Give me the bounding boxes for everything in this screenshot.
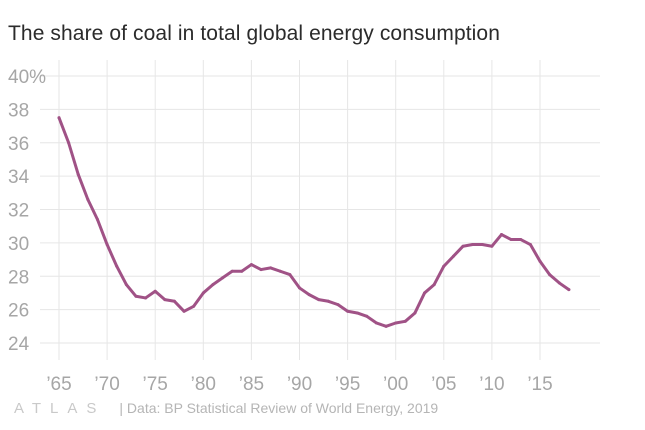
- y-tick-label: 38: [8, 100, 29, 121]
- data-point: [95, 218, 99, 222]
- data-point: [269, 266, 273, 270]
- data-point: [76, 172, 80, 176]
- data-point: [124, 283, 128, 287]
- y-tick-label: 30: [8, 234, 29, 255]
- data-point: [490, 244, 494, 248]
- data-point: [509, 238, 513, 242]
- data-point: [221, 276, 225, 280]
- data-point: [67, 141, 71, 145]
- data-point: [211, 283, 215, 287]
- grid-lines: [40, 60, 600, 360]
- data-point: [288, 273, 292, 277]
- y-tick-label: 32: [8, 201, 29, 222]
- data-point: [153, 289, 157, 293]
- data-point: [192, 304, 196, 308]
- x-tick-label: ’85: [239, 374, 264, 395]
- data-point: [163, 298, 167, 302]
- y-tick-label: 26: [8, 301, 29, 322]
- y-tick-label: 40%: [8, 67, 46, 88]
- data-point: [548, 273, 552, 277]
- data-point: [365, 314, 369, 318]
- x-tick-label: ’10: [479, 374, 504, 395]
- x-axis-tick-labels: ’65 ’70 ’75 ’80 ’85 ’90 ’95 ’00 ’05 ’10 ’15: [46, 374, 552, 395]
- footer: ATLAS | Data: BP Statistical Review of W…: [14, 397, 438, 419]
- data-point: [105, 243, 109, 247]
- data-point: [519, 238, 523, 242]
- data-point: [326, 299, 330, 303]
- data-point: [346, 309, 350, 313]
- data-point: [355, 311, 359, 315]
- data-point: [278, 269, 282, 273]
- x-tick-label: ’95: [335, 374, 360, 395]
- data-point: [374, 321, 378, 325]
- x-tick-label: ’75: [143, 374, 168, 395]
- y-tick-label: 24: [8, 334, 30, 355]
- data-point: [432, 283, 436, 287]
- x-tick-label: ’05: [431, 374, 456, 395]
- y-tick-label: 34: [8, 167, 30, 188]
- data-point: [394, 321, 398, 325]
- x-tick-label: ’15: [527, 374, 552, 395]
- data-point: [403, 319, 407, 323]
- data-point: [144, 296, 148, 300]
- data-point: [384, 324, 388, 328]
- data-point: [240, 269, 244, 273]
- data-point: [307, 293, 311, 297]
- data-point: [172, 299, 176, 303]
- data-point: [249, 263, 253, 267]
- chart-title: The share of coal in total global energy…: [8, 22, 500, 45]
- data-point: [57, 116, 61, 120]
- series-line: [57, 116, 571, 328]
- data-point: [317, 298, 321, 302]
- data-point: [471, 243, 475, 247]
- data-point: [413, 311, 417, 315]
- data-point: [182, 309, 186, 313]
- data-point: [442, 264, 446, 268]
- data-point: [230, 269, 234, 273]
- x-tick-label: ’65: [46, 374, 71, 395]
- series-layer: [57, 116, 571, 328]
- y-tick-label: 36: [8, 134, 29, 155]
- data-point: [528, 243, 532, 247]
- x-tick-label: ’80: [191, 374, 216, 395]
- data-point: [86, 197, 90, 201]
- data-point: [557, 281, 561, 285]
- x-tick-label: ’70: [94, 374, 119, 395]
- data-point: [480, 243, 484, 247]
- data-point: [567, 288, 571, 292]
- y-axis-tick-labels: 24 26 28 30 32 34 36 38 40%: [8, 67, 46, 355]
- data-point: [538, 259, 542, 263]
- data-point: [500, 233, 504, 237]
- data-point: [201, 291, 205, 295]
- y-tick-label: 28: [8, 267, 29, 288]
- data-point: [336, 303, 340, 307]
- data-point: [259, 268, 263, 272]
- x-tick-label: ’90: [287, 374, 312, 395]
- data-point: [134, 294, 138, 298]
- data-point: [298, 286, 301, 290]
- atlas-logo: ATLAS: [14, 399, 106, 417]
- data-point: [115, 264, 119, 268]
- x-tick-label: ’00: [383, 374, 408, 395]
- data-point: [423, 291, 427, 295]
- data-source-note: | Data: BP Statistical Review of World E…: [119, 400, 439, 416]
- data-point: [451, 254, 455, 258]
- data-point: [461, 244, 465, 248]
